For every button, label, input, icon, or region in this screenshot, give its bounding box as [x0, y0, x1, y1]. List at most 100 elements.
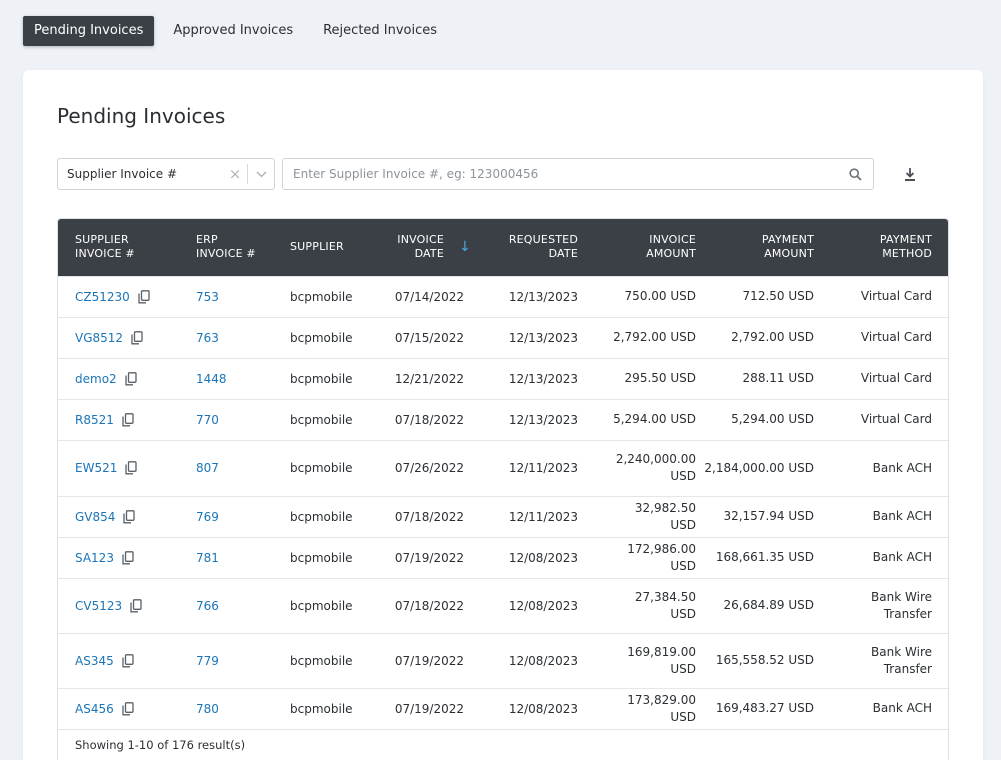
- table-row[interactable]: AS345 779 bcpmobile 07/19/2022 12/08/2023 169…: [58, 632, 948, 688]
- sort-desc-icon[interactable]: ↓: [459, 239, 471, 256]
- download-icon[interactable]: [903, 166, 917, 186]
- table-row[interactable]: AS456 780 bcpmobile 07/19/2022 12/08/2023 173…: [58, 687, 948, 729]
- supplier-invoice-link[interactable]: VG8512: [75, 330, 124, 345]
- requested-date-cell: 12/08/2023: [472, 536, 590, 578]
- requested-date-cell: 12/13/2023: [472, 357, 590, 399]
- erp-invoice-link[interactable]: 753: [196, 289, 219, 304]
- tab-approved-invoices[interactable]: Approved Invoices: [173, 23, 294, 38]
- supplier-cell: bcpmobile: [279, 316, 382, 358]
- payment-method-cell: Virtual Card: [822, 316, 948, 358]
- invoice-amount-cell: 173,829.00 USD: [590, 687, 704, 729]
- col-invoice-date[interactable]: Invoice Date ↓: [397, 233, 471, 261]
- invoice-amount-cell: 750.00 USD: [590, 275, 704, 317]
- erp-invoice-link[interactable]: 780: [196, 701, 219, 716]
- erp-invoice-link[interactable]: 769: [196, 509, 219, 524]
- col-supplier[interactable]: Supplier: [290, 240, 344, 254]
- supplier-cell: bcpmobile: [279, 275, 382, 317]
- supplier-cell: bcpmobile: [279, 632, 382, 688]
- erp-invoice-link[interactable]: 770: [196, 412, 219, 427]
- payment-method-cell: Bank ACH: [822, 536, 948, 578]
- copy-icon[interactable]: [122, 701, 134, 716]
- requested-date-cell: 12/13/2023: [472, 398, 590, 440]
- pagination-summary: Showing 1-10 of 176 result(s): [58, 729, 948, 760]
- supplier-invoice-link[interactable]: AS456: [75, 701, 114, 716]
- erp-invoice-link[interactable]: 766: [196, 598, 219, 613]
- supplier-invoice-link[interactable]: GV854: [75, 509, 116, 524]
- payment-amount-cell: 2,792.00 USD: [704, 316, 822, 358]
- invoice-amount-cell: 2,792.00 USD: [590, 316, 704, 358]
- erp-invoice-link[interactable]: 807: [196, 461, 219, 475]
- table-row[interactable]: VG8512 763 bcpmobile 07/15/2022 12/13/2023 2,…: [58, 316, 948, 358]
- payment-method-cell: Bank Wire Transfer: [822, 632, 948, 688]
- table-row[interactable]: GV854 769 bcpmobile 07/18/2022 12/11/2023 32,…: [58, 495, 948, 537]
- erp-invoice-link[interactable]: 781: [196, 550, 219, 565]
- col-payment-method[interactable]: Payment Method: [879, 233, 932, 261]
- payment-amount-cell: 169,483.27 USD: [704, 687, 822, 729]
- copy-icon[interactable]: [130, 598, 142, 613]
- payment-amount-cell: 26,684.89 USD: [704, 577, 822, 633]
- table-row[interactable]: R8521 770 bcpmobile 07/18/2022 12/13/2023 5,2…: [58, 398, 948, 440]
- filter-field-value: Supplier Invoice #: [67, 167, 178, 181]
- copy-icon[interactable]: [125, 371, 137, 386]
- supplier-cell: bcpmobile: [279, 357, 382, 399]
- invoice-amount-cell: 172,986.00 USD: [590, 536, 704, 578]
- invoice-date-cell: 07/18/2022: [382, 398, 472, 440]
- supplier-invoice-link[interactable]: demo2: [75, 371, 117, 386]
- payment-method-cell: Virtual Card: [822, 398, 948, 440]
- copy-icon[interactable]: [122, 412, 134, 427]
- search-icon[interactable]: [837, 167, 873, 181]
- invoice-date-cell: 07/19/2022: [382, 687, 472, 729]
- copy-icon[interactable]: [122, 653, 134, 668]
- search-input[interactable]: [283, 167, 837, 181]
- chevron-down-icon[interactable]: [248, 171, 274, 178]
- invoice-date-cell: 07/19/2022: [382, 536, 472, 578]
- requested-date-cell: 12/08/2023: [472, 687, 590, 729]
- col-erp-invoice[interactable]: ERP Invoice #: [196, 233, 256, 261]
- table-row[interactable]: SA123 781 bcpmobile 07/19/2022 12/08/2023 172…: [58, 536, 948, 578]
- supplier-cell: bcpmobile: [279, 577, 382, 633]
- supplier-invoice-link[interactable]: CV5123: [75, 598, 123, 613]
- tab-rejected-invoices[interactable]: Rejected Invoices: [323, 23, 438, 38]
- select-divider: [247, 164, 248, 184]
- requested-date-cell: 12/08/2023: [472, 632, 590, 688]
- pending-invoices-card: Pending Invoices Supplier Invoice # × Su…: [23, 70, 983, 760]
- requested-date-cell: 12/11/2023: [472, 439, 590, 496]
- tab-pending-invoices[interactable]: Pending Invoices: [23, 16, 155, 46]
- supplier-invoice-link[interactable]: CZ51230: [75, 289, 130, 304]
- invoice-amount-cell: 5,294.00 USD: [590, 398, 704, 440]
- erp-invoice-link[interactable]: 1448: [196, 371, 227, 386]
- invoice-amount-cell: 2,240,000.00 USD: [590, 439, 704, 496]
- copy-icon[interactable]: [125, 461, 138, 475]
- requested-date-cell: 12/11/2023: [472, 495, 590, 537]
- invoice-date-cell: 07/19/2022: [382, 632, 472, 688]
- supplier-invoice-link[interactable]: R8521: [75, 412, 114, 427]
- table-row[interactable]: EW521 807 bcpmobile 07/26/2022 12/11/2023 2,2…: [58, 439, 948, 496]
- supplier-invoice-link[interactable]: SA123: [75, 550, 114, 565]
- supplier-invoice-link[interactable]: AS345: [75, 653, 114, 668]
- invoice-amount-cell: 32,982.50 USD: [590, 495, 704, 537]
- supplier-invoice-link[interactable]: EW521: [75, 461, 118, 475]
- copy-icon[interactable]: [131, 330, 143, 345]
- col-invoice-amount[interactable]: Invoice Amount: [646, 233, 696, 261]
- col-requested-date[interactable]: Requested Date: [508, 233, 578, 261]
- invoice-tabs: Pending Invoices Approved Invoices Rejec…: [23, 16, 456, 46]
- copy-icon[interactable]: [123, 509, 136, 524]
- invoice-date-cell: 07/15/2022: [382, 316, 472, 358]
- copy-icon[interactable]: [138, 289, 150, 304]
- table-row[interactable]: CV5123 766 bcpmobile 07/18/2022 12/08/2023 27…: [58, 577, 948, 633]
- copy-icon[interactable]: [122, 550, 134, 565]
- table-row[interactable]: demo2 1448 bcpmobile 12/21/2022 12/13/2023 29…: [58, 357, 948, 399]
- filter-field-select[interactable]: Supplier Invoice # ×: [57, 158, 275, 190]
- supplier-cell: bcpmobile: [279, 495, 382, 537]
- payment-method-cell: Bank Wire Transfer: [822, 577, 948, 633]
- close-icon[interactable]: ×: [228, 165, 242, 183]
- invoices-table: Supplier Invoice # ERP Invoice # Supplier …: [57, 218, 949, 760]
- invoice-date-cell: 07/18/2022: [382, 577, 472, 633]
- payment-amount-cell: 5,294.00 USD: [704, 398, 822, 440]
- erp-invoice-link[interactable]: 763: [196, 330, 219, 345]
- erp-invoice-link[interactable]: 779: [196, 653, 219, 668]
- table-row[interactable]: CZ51230 753 bcpmobile 07/14/2022 12/13/2023 7…: [58, 275, 948, 317]
- col-supplier-invoice[interactable]: Supplier Invoice #: [75, 233, 135, 261]
- col-payment-amount[interactable]: Payment Amount: [761, 233, 814, 261]
- requested-date-cell: 12/08/2023: [472, 577, 590, 633]
